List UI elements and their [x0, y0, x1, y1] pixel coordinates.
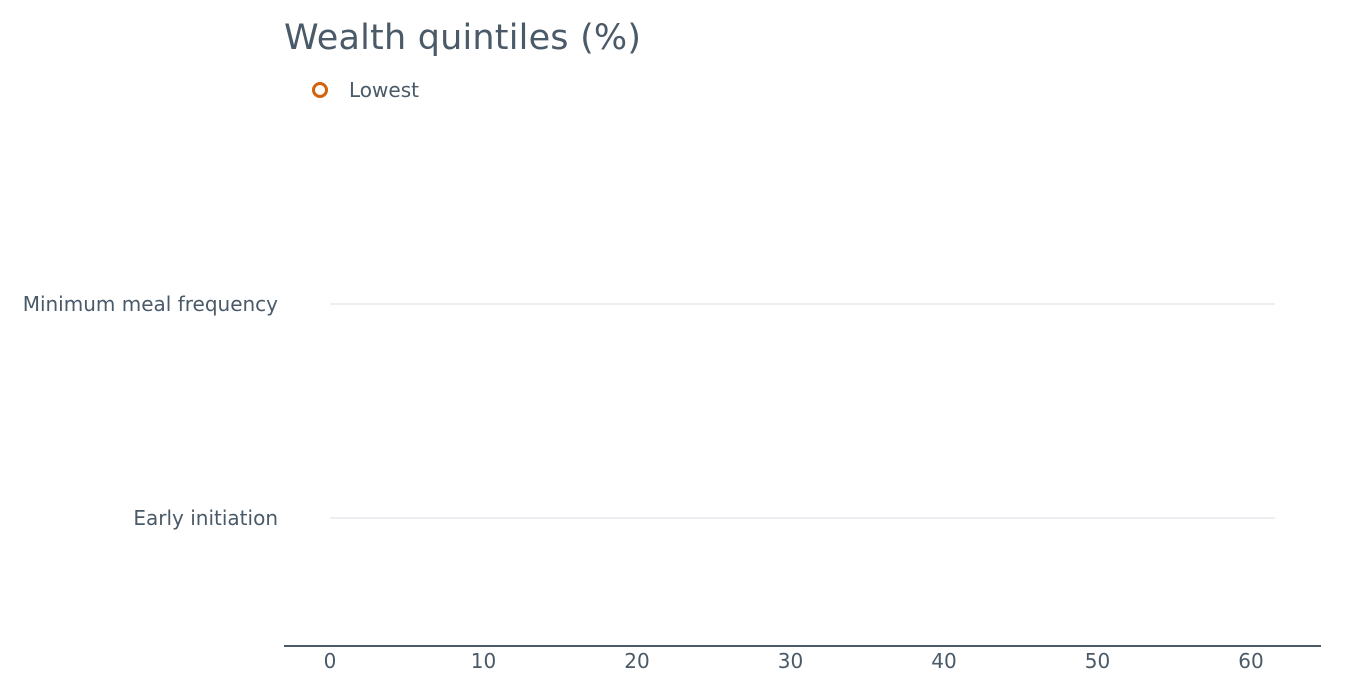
x-tick-label: 40	[931, 649, 956, 673]
x-tick-label: 60	[1238, 649, 1263, 673]
category-label: Minimum meal frequency	[23, 292, 278, 316]
legend-label-lowest: Lowest	[349, 78, 419, 102]
x-tick-label: 0	[324, 649, 337, 673]
x-tick-label: 20	[624, 649, 649, 673]
x-tick-label: 50	[1085, 649, 1110, 673]
x-tick-labels: 0 10 20 30 40 50 60	[324, 649, 1264, 673]
legend-marker-lowest	[312, 82, 328, 98]
chart-title: Wealth quintiles (%)	[284, 18, 642, 58]
x-tick-label: 10	[471, 649, 496, 673]
legend[interactable]: Lowest	[310, 76, 419, 104]
category-label: Early initiation	[133, 506, 278, 530]
x-tick-label: 30	[778, 649, 803, 673]
gridlines	[330, 303, 1275, 519]
category-labels: Minimum meal frequency Early initiation	[23, 292, 278, 530]
